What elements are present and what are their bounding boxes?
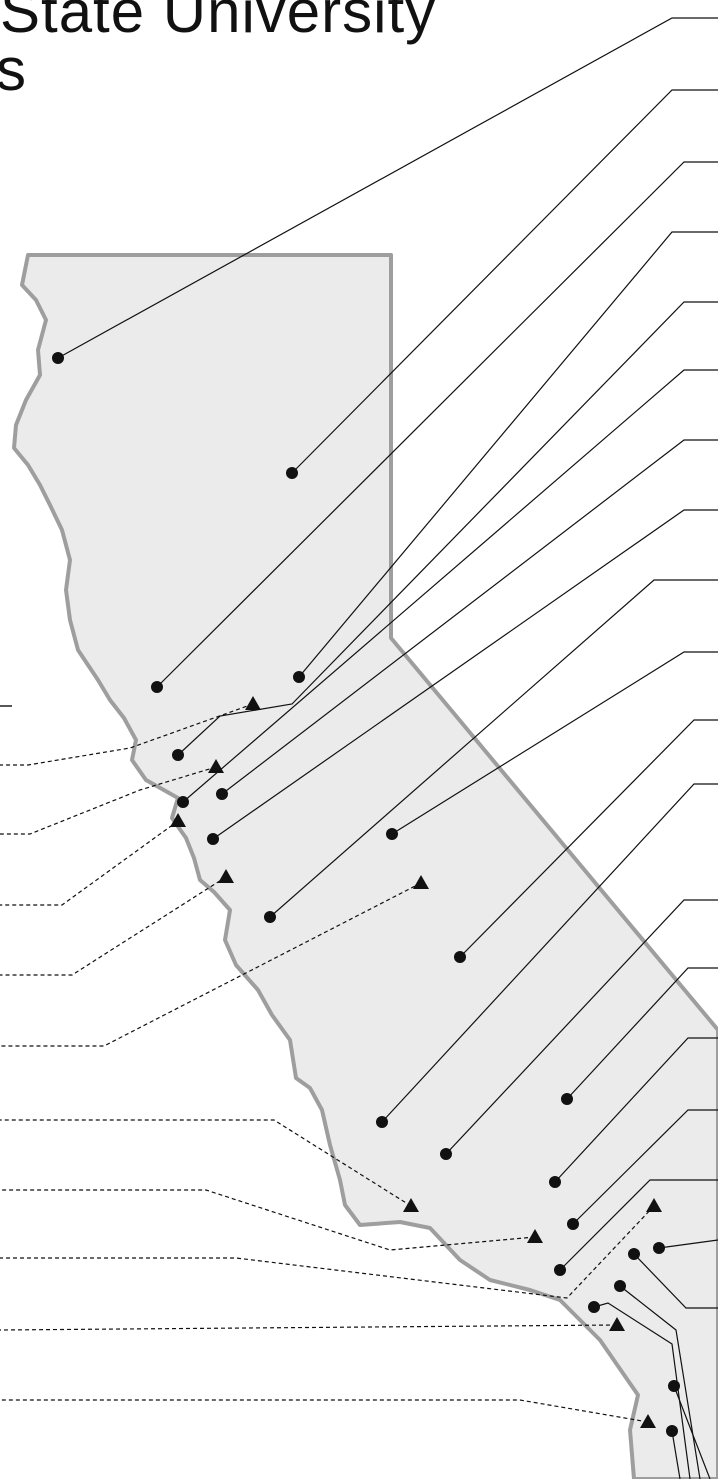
dashed-leader-lines	[0, 703, 655, 1423]
site-triangle	[640, 1414, 656, 1428]
campus-dot	[653, 1242, 665, 1254]
campus-dot	[668, 1380, 680, 1392]
campus-dot	[177, 796, 189, 808]
dashed-leader-line	[0, 1119, 412, 1207]
site-triangle	[527, 1229, 543, 1243]
leader-line	[391, 651, 718, 835]
leader-line	[459, 719, 718, 958]
campus-dot	[376, 1116, 388, 1128]
california-state-shape	[12, 253, 718, 1479]
leader-line	[566, 967, 718, 1100]
leader-line	[182, 369, 718, 803]
campus-dot	[567, 1218, 579, 1230]
leader-line	[593, 1302, 691, 1479]
site-triangle	[403, 1198, 419, 1212]
campus-dot	[172, 749, 184, 761]
campus-dot	[151, 681, 163, 693]
leader-line	[57, 17, 718, 359]
campus-dot	[588, 1301, 600, 1313]
campus-dot	[293, 671, 305, 683]
dashed-leader-line	[0, 766, 217, 835]
campus-dot	[614, 1280, 626, 1292]
leader-line	[221, 439, 718, 795]
map-title-line-2: s	[0, 36, 27, 103]
dashed-leader-line	[0, 703, 254, 766]
site-triangle	[245, 696, 261, 710]
campus-dot	[216, 788, 228, 800]
campus-dot	[52, 352, 64, 364]
dashed-leader-line	[0, 820, 179, 906]
campus-dot	[207, 833, 219, 845]
leader-line	[619, 1285, 701, 1479]
leader-line	[269, 579, 718, 918]
campus-dot	[549, 1176, 561, 1188]
leader-line	[156, 161, 718, 688]
campus-dot	[386, 828, 398, 840]
leader-line	[177, 301, 718, 756]
campus-dot	[666, 1425, 678, 1437]
leader-line	[671, 1430, 681, 1479]
site-triangle	[208, 759, 224, 773]
campus-dot	[264, 911, 276, 923]
site-triangle	[413, 875, 429, 889]
campus-dot	[440, 1148, 452, 1160]
leader-line	[212, 509, 718, 840]
leader-line	[673, 1385, 711, 1479]
leader-line	[445, 899, 718, 1155]
leader-lines	[57, 17, 718, 1479]
leader-line	[381, 783, 718, 1123]
leader-line	[298, 231, 718, 678]
leader-line	[572, 1109, 718, 1225]
campus-markers	[52, 352, 680, 1437]
leader-line	[633, 1253, 718, 1309]
site-triangle	[609, 1317, 625, 1331]
dashed-leader-line	[0, 1189, 536, 1251]
site-triangle	[170, 813, 186, 827]
campus-dot	[628, 1248, 640, 1260]
site-triangle	[218, 869, 234, 883]
campus-dot	[286, 467, 298, 479]
map-title-line-1: State University	[0, 0, 437, 45]
leader-line	[554, 1037, 718, 1183]
campus-dot	[554, 1264, 566, 1276]
campus-dot	[454, 951, 466, 963]
leader-line	[291, 89, 718, 474]
dashed-leader-line	[0, 876, 227, 976]
dashed-leader-line	[0, 1205, 655, 1299]
leader-line	[559, 1179, 718, 1271]
site-triangle	[646, 1198, 662, 1212]
leader-line	[658, 1239, 718, 1249]
dashed-leader-line	[0, 1324, 618, 1331]
dashed-leader-line	[0, 1399, 649, 1423]
campus-dot	[561, 1093, 573, 1105]
site-markers	[170, 696, 662, 1428]
